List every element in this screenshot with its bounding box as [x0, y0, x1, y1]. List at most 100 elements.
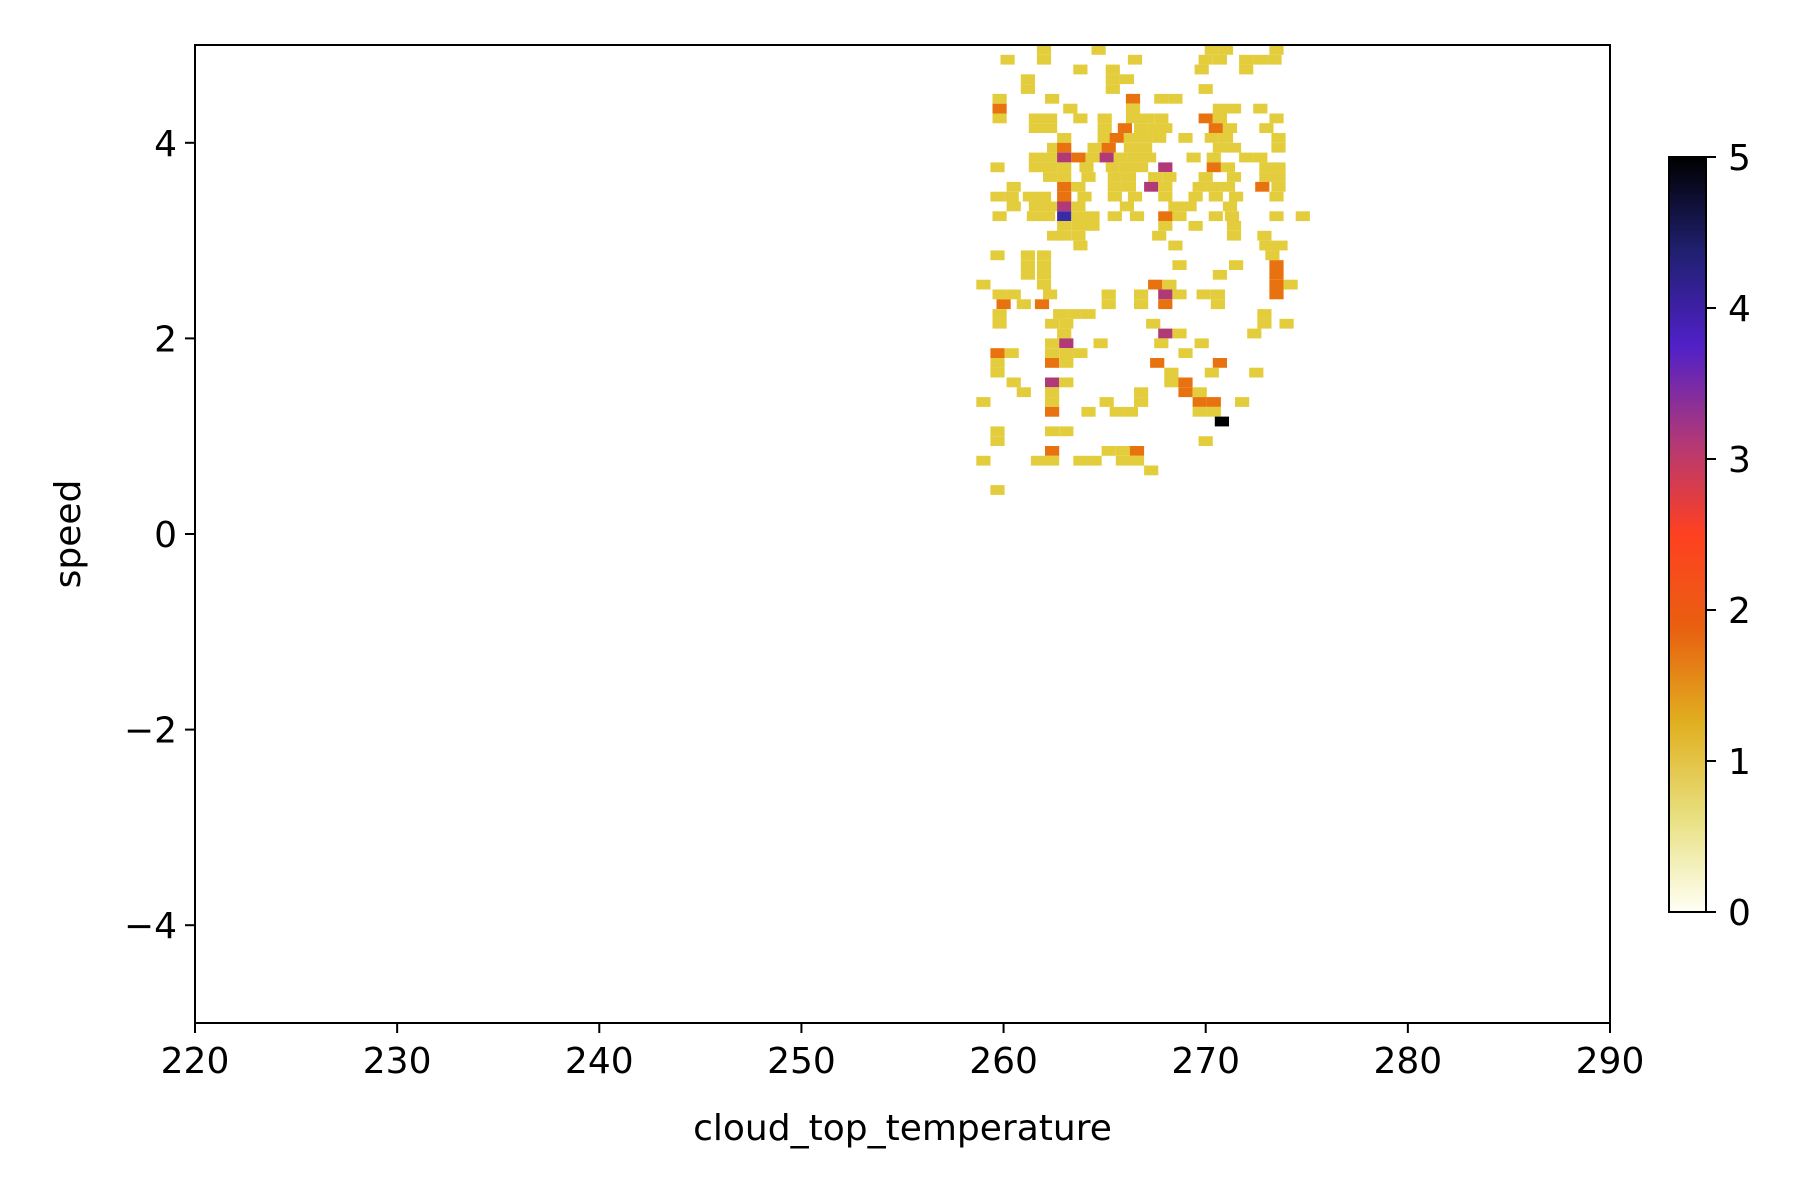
heatmap-cell: [1192, 387, 1207, 398]
heatmap-cell: [1115, 455, 1130, 466]
heatmap-cell: [1028, 123, 1043, 133]
heatmap-cell: [1097, 123, 1112, 133]
heatmap-cell: [1212, 358, 1227, 368]
y-tick-label: 0: [154, 515, 177, 556]
heatmap-cell: [1057, 133, 1072, 143]
heatmap-cell: [1212, 54, 1227, 65]
heatmap-cell: [1178, 387, 1193, 398]
heatmap-cell: [1218, 133, 1234, 143]
heatmap-cell: [1210, 289, 1225, 300]
heatmap-cell: [1057, 191, 1072, 202]
x-tick-label: 280: [1373, 1041, 1442, 1082]
x-tick-label: 230: [363, 1041, 432, 1082]
heatmap-cell: [1034, 299, 1050, 310]
heatmap-cell: [1004, 191, 1019, 202]
heatmap-cell: [1158, 328, 1173, 339]
heatmap-cell: [1127, 191, 1143, 202]
heatmap-cell: [1168, 240, 1183, 251]
heatmap-cell: [1028, 113, 1043, 124]
heatmap-cell: [1271, 133, 1286, 143]
heatmap-cell: [1269, 191, 1284, 202]
plot-frame: [194, 44, 1611, 1024]
heatmap-cell: [1006, 181, 1021, 192]
heatmap-cell: [990, 348, 1005, 358]
heatmap-cell: [1214, 416, 1229, 427]
heatmap-cell: [1138, 142, 1153, 153]
heatmap-cell: [1226, 230, 1242, 241]
heatmap-cell: [1172, 211, 1187, 222]
heatmap-cell: [1057, 152, 1072, 163]
heatmap-cell: [1249, 367, 1264, 378]
heatmap-cell: [1269, 45, 1284, 55]
heatmap-cell: [1107, 172, 1122, 182]
heatmap-cell: [1053, 309, 1068, 319]
heatmap-cell: [1119, 162, 1134, 173]
heatmap-cell: [1134, 162, 1149, 173]
heatmap-cell: [1269, 113, 1284, 124]
heatmap-cell: [1087, 142, 1102, 153]
heatmap-cell: [1071, 211, 1086, 222]
heatmap-cell: [1028, 152, 1043, 163]
heatmap-cell: [1085, 152, 1100, 163]
heatmap-cell: [1045, 318, 1060, 329]
heatmap-cell: [1113, 152, 1128, 163]
heatmap-cell: [976, 279, 991, 290]
heatmap-cell: [992, 103, 1007, 114]
heatmap-cell: [1255, 181, 1270, 192]
heatmap-cell: [1220, 181, 1236, 192]
heatmap-cell: [1226, 103, 1242, 114]
heatmap-cell: [1119, 74, 1134, 85]
heatmap-cell: [992, 318, 1007, 329]
heatmap-cell: [1085, 221, 1100, 231]
heatmap-cell: [1071, 221, 1086, 231]
heatmap-cell: [1206, 181, 1221, 192]
heatmap-cell: [1071, 181, 1086, 192]
heatmap-cell: [1099, 152, 1114, 163]
heatmap-cell: [1239, 64, 1254, 75]
heatmap-cell: [1073, 113, 1088, 124]
heatmap-cell: [992, 93, 1007, 104]
heatmap-cell: [1057, 172, 1072, 182]
heatmap-cell: [1045, 406, 1060, 417]
heatmap-cell: [1057, 162, 1072, 173]
heatmap-cell: [1107, 191, 1122, 202]
heatmap-cell: [1194, 338, 1209, 349]
heatmap-cell: [1188, 221, 1203, 231]
heatmap-cell: [1158, 123, 1173, 133]
heatmap-cell: [1026, 211, 1041, 222]
heatmap-cell: [1271, 172, 1286, 182]
heatmap-cell: [1182, 201, 1197, 212]
heatmap-cell: [1081, 172, 1096, 182]
heatmap-cell: [1259, 240, 1274, 251]
heatmap-cell: [1152, 230, 1167, 241]
heatmap-cell: [1071, 201, 1086, 212]
heatmap-cell: [1081, 309, 1096, 319]
heatmap-cell: [1279, 318, 1294, 329]
colorbar-tick-label: 5: [1728, 138, 1751, 179]
heatmap-cell: [1063, 103, 1078, 114]
heatmap-cell: [1142, 152, 1157, 163]
heatmap-cell: [1073, 240, 1088, 251]
heatmap-cell: [1097, 113, 1112, 124]
heatmap-cell: [1172, 328, 1187, 339]
heatmap-cell: [1224, 211, 1240, 222]
heatmap-cell: [1162, 279, 1177, 290]
heatmap-cell: [1043, 152, 1058, 163]
heatmap-cell: [1045, 455, 1060, 466]
y-tick-label: 2: [154, 319, 177, 360]
heatmap-cell: [1093, 338, 1108, 349]
heatmap-cell: [1172, 289, 1187, 300]
heatmap-cell: [1192, 397, 1207, 407]
heatmap-cell: [1235, 397, 1250, 407]
heatmap-cell: [1057, 142, 1072, 153]
heatmap-cell: [1168, 93, 1183, 104]
heatmap-cell: [1016, 387, 1031, 398]
heatmap-cell: [1036, 269, 1052, 280]
heatmap-cell: [1045, 348, 1060, 358]
heatmap-cell: [1222, 123, 1238, 133]
heatmap-cell: [1271, 162, 1286, 173]
heatmap-cell: [1194, 64, 1209, 75]
heatmap-cell: [1101, 289, 1116, 300]
x-tick-label: 250: [767, 1041, 836, 1082]
